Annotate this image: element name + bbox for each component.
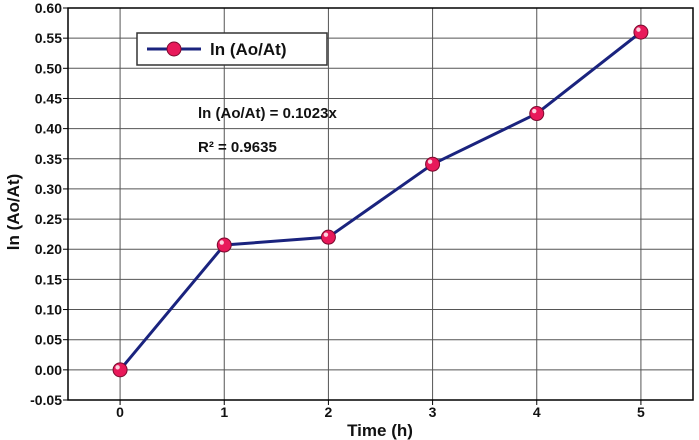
- plot-area-border: [67, 7, 694, 401]
- data-point-highlight: [636, 27, 641, 32]
- legend: ln (Ao/At): [136, 32, 328, 66]
- y-tick-label: 0.20: [35, 241, 62, 257]
- data-point: [529, 106, 545, 122]
- data-point-highlight: [532, 108, 537, 114]
- y-tick-label: 0.30: [35, 181, 62, 197]
- x-tick-label: 5: [637, 404, 645, 420]
- y-tick-label: 0.00: [35, 362, 62, 378]
- x-axis-title: Time (h): [347, 421, 413, 440]
- data-point: [633, 24, 649, 40]
- x-axis-ticks: 0 1 2 3 4 5: [116, 400, 645, 420]
- x-tick-label: 1: [220, 404, 228, 420]
- y-tick-label: -0.05: [30, 392, 62, 408]
- y-tick-label: 0.45: [35, 90, 62, 106]
- y-tick-label: 0.55: [35, 30, 62, 46]
- y-tick-label: 0.25: [35, 211, 62, 227]
- series: [112, 24, 649, 378]
- y-tick-label: 0.35: [35, 151, 62, 167]
- y-tick-label: 0.15: [35, 271, 62, 287]
- y-tick-label: 0.05: [35, 332, 62, 348]
- r-squared-annotation: R² = 0.9635: [198, 139, 277, 156]
- data-point-highlight: [115, 365, 120, 370]
- x-tick-label: 3: [429, 404, 437, 420]
- y-axis-ticks: -0.05 0.00 0.05 0.10 0.15 0.20 0.25 0.30 0.35 0.4…: [30, 0, 68, 408]
- equation-annotation: ln (Ao/At) = 0.1023x: [198, 105, 337, 122]
- y-tick-label: 0.60: [35, 0, 62, 16]
- x-tick-label: 0: [116, 404, 124, 420]
- data-point: [112, 362, 128, 378]
- data-point-highlight: [219, 240, 224, 245]
- data-point-highlight: [427, 159, 433, 164]
- y-tick-label: 0.50: [35, 60, 62, 76]
- series-line: [118, 30, 642, 371]
- y-tick-label: 0.40: [35, 121, 62, 137]
- y-axis-title: ln (Ao/At): [4, 174, 23, 250]
- x-tick-label: 2: [325, 404, 333, 420]
- x-tick-label: 4: [533, 404, 541, 420]
- data-point: [320, 229, 336, 245]
- y-tick-label: 0.10: [35, 302, 62, 318]
- legend-marker: [166, 41, 182, 57]
- data-point: [425, 156, 441, 172]
- data-point: [216, 237, 232, 253]
- grid: [68, 8, 693, 400]
- data-point-highlight: [323, 232, 329, 237]
- legend-label: ln (Ao/At): [210, 40, 286, 59]
